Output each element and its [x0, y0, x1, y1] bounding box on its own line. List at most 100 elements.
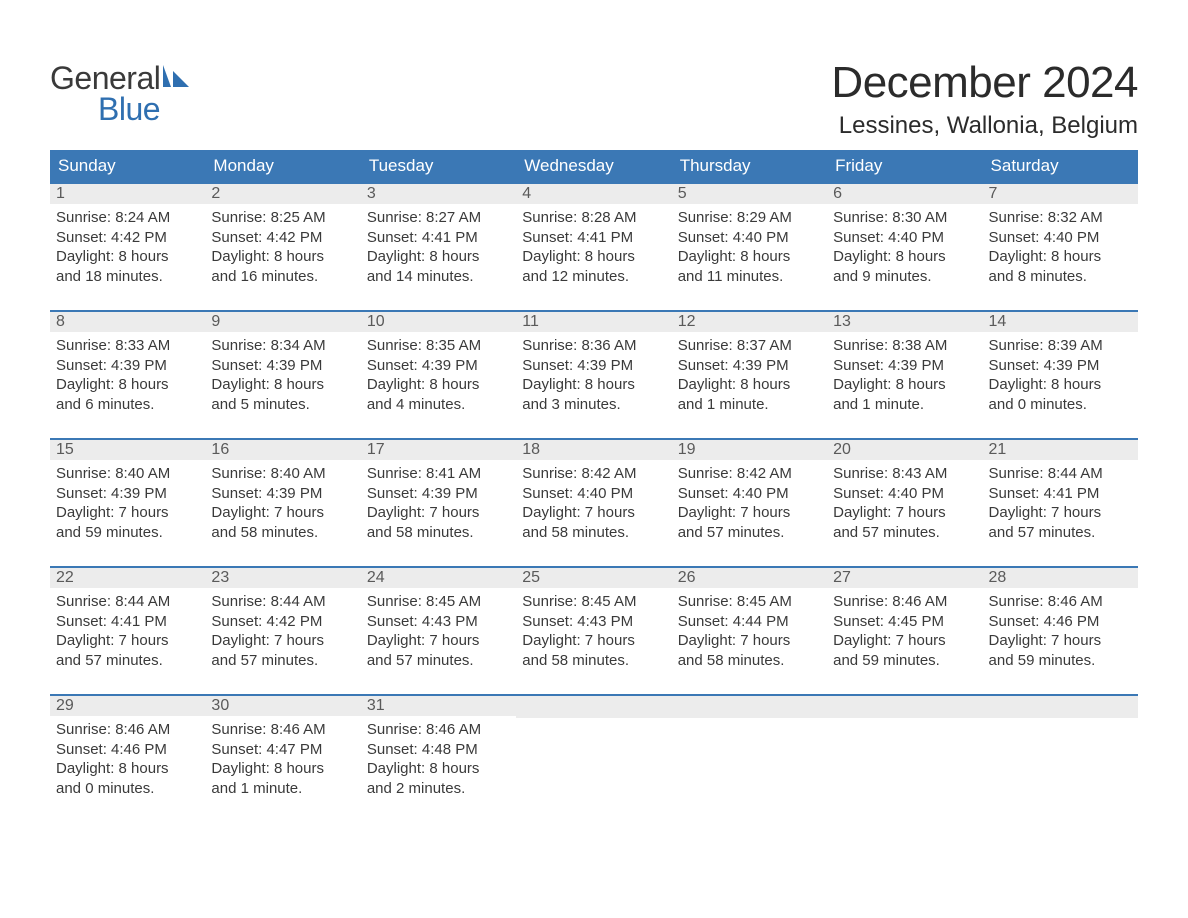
calendar-empty [516, 694, 671, 822]
day-day2: and 11 minutes. [678, 267, 821, 287]
calendar-body: 1Sunrise: 8:24 AMSunset: 4:42 PMDaylight… [50, 182, 1138, 822]
day-day2: and 59 minutes. [989, 651, 1132, 671]
day-number: 18 [516, 438, 671, 460]
weekday-header: Friday [827, 150, 982, 182]
day-day1: Daylight: 8 hours [56, 759, 199, 779]
day-day1: Daylight: 8 hours [989, 247, 1132, 267]
day-day2: and 6 minutes. [56, 395, 199, 415]
day-day2: and 59 minutes. [833, 651, 976, 671]
calendar-day: 23Sunrise: 8:44 AMSunset: 4:42 PMDayligh… [205, 566, 360, 694]
day-day2: and 9 minutes. [833, 267, 976, 287]
day-day1: Daylight: 8 hours [367, 375, 510, 395]
day-body: Sunrise: 8:36 AMSunset: 4:39 PMDaylight:… [516, 332, 671, 414]
day-sunset: Sunset: 4:48 PM [367, 740, 510, 760]
day-number: 15 [50, 438, 205, 460]
day-sunset: Sunset: 4:41 PM [989, 484, 1132, 504]
day-day1: Daylight: 7 hours [678, 503, 821, 523]
calendar-day: 5Sunrise: 8:29 AMSunset: 4:40 PMDaylight… [672, 182, 827, 310]
weekday-header: Monday [205, 150, 360, 182]
day-sunset: Sunset: 4:45 PM [833, 612, 976, 632]
day-sunrise: Sunrise: 8:34 AM [211, 336, 354, 356]
day-sunset: Sunset: 4:39 PM [367, 484, 510, 504]
day-number: 11 [516, 310, 671, 332]
calendar-week: 29Sunrise: 8:46 AMSunset: 4:46 PMDayligh… [50, 694, 1138, 822]
calendar-week: 15Sunrise: 8:40 AMSunset: 4:39 PMDayligh… [50, 438, 1138, 566]
day-day1: Daylight: 7 hours [678, 631, 821, 651]
calendar-day: 13Sunrise: 8:38 AMSunset: 4:39 PMDayligh… [827, 310, 982, 438]
calendar-day: 16Sunrise: 8:40 AMSunset: 4:39 PMDayligh… [205, 438, 360, 566]
empty-day-bar [983, 694, 1138, 718]
day-sunrise: Sunrise: 8:46 AM [833, 592, 976, 612]
day-sunrise: Sunrise: 8:46 AM [989, 592, 1132, 612]
day-body: Sunrise: 8:32 AMSunset: 4:40 PMDaylight:… [983, 204, 1138, 286]
day-number: 6 [827, 182, 982, 204]
day-number: 26 [672, 566, 827, 588]
day-day1: Daylight: 8 hours [678, 247, 821, 267]
day-day1: Daylight: 8 hours [211, 759, 354, 779]
day-body: Sunrise: 8:40 AMSunset: 4:39 PMDaylight:… [50, 460, 205, 542]
location: Lessines, Wallonia, Belgium [831, 112, 1138, 140]
day-body: Sunrise: 8:44 AMSunset: 4:42 PMDaylight:… [205, 588, 360, 670]
day-day1: Daylight: 7 hours [522, 631, 665, 651]
day-sunrise: Sunrise: 8:29 AM [678, 208, 821, 228]
day-sunrise: Sunrise: 8:25 AM [211, 208, 354, 228]
day-sunset: Sunset: 4:42 PM [211, 612, 354, 632]
calendar-week: 8Sunrise: 8:33 AMSunset: 4:39 PMDaylight… [50, 310, 1138, 438]
day-day2: and 58 minutes. [522, 523, 665, 543]
calendar-day: 22Sunrise: 8:44 AMSunset: 4:41 PMDayligh… [50, 566, 205, 694]
day-day2: and 1 minute. [678, 395, 821, 415]
day-day1: Daylight: 7 hours [211, 631, 354, 651]
day-day1: Daylight: 7 hours [367, 631, 510, 651]
empty-day-bar [672, 694, 827, 718]
day-number: 3 [361, 182, 516, 204]
empty-day-bar [827, 694, 982, 718]
calendar-day: 27Sunrise: 8:46 AMSunset: 4:45 PMDayligh… [827, 566, 982, 694]
day-sunrise: Sunrise: 8:39 AM [989, 336, 1132, 356]
day-sunrise: Sunrise: 8:45 AM [367, 592, 510, 612]
day-day1: Daylight: 8 hours [522, 375, 665, 395]
day-day1: Daylight: 8 hours [833, 375, 976, 395]
header-row: General Blue December 2024 Lessines, Wal… [50, 40, 1138, 150]
day-number: 5 [672, 182, 827, 204]
day-sunset: Sunset: 4:39 PM [211, 356, 354, 376]
day-body: Sunrise: 8:38 AMSunset: 4:39 PMDaylight:… [827, 332, 982, 414]
day-day2: and 1 minute. [833, 395, 976, 415]
day-day2: and 57 minutes. [367, 651, 510, 671]
calendar-table: SundayMondayTuesdayWednesdayThursdayFrid… [50, 150, 1138, 822]
day-day2: and 2 minutes. [367, 779, 510, 799]
day-body: Sunrise: 8:44 AMSunset: 4:41 PMDaylight:… [50, 588, 205, 670]
empty-day-bar [516, 694, 671, 718]
day-body: Sunrise: 8:45 AMSunset: 4:43 PMDaylight:… [516, 588, 671, 670]
day-day2: and 1 minute. [211, 779, 354, 799]
calendar-day: 11Sunrise: 8:36 AMSunset: 4:39 PMDayligh… [516, 310, 671, 438]
calendar-day: 7Sunrise: 8:32 AMSunset: 4:40 PMDaylight… [983, 182, 1138, 310]
day-sunset: Sunset: 4:40 PM [833, 484, 976, 504]
calendar-day: 6Sunrise: 8:30 AMSunset: 4:40 PMDaylight… [827, 182, 982, 310]
day-day2: and 57 minutes. [678, 523, 821, 543]
calendar-day: 17Sunrise: 8:41 AMSunset: 4:39 PMDayligh… [361, 438, 516, 566]
day-sunset: Sunset: 4:40 PM [678, 484, 821, 504]
day-sunset: Sunset: 4:41 PM [522, 228, 665, 248]
day-sunset: Sunset: 4:39 PM [367, 356, 510, 376]
day-sunrise: Sunrise: 8:36 AM [522, 336, 665, 356]
day-day1: Daylight: 8 hours [522, 247, 665, 267]
calendar-day: 21Sunrise: 8:44 AMSunset: 4:41 PMDayligh… [983, 438, 1138, 566]
day-number: 4 [516, 182, 671, 204]
day-day1: Daylight: 8 hours [833, 247, 976, 267]
day-body: Sunrise: 8:25 AMSunset: 4:42 PMDaylight:… [205, 204, 360, 286]
calendar-day: 1Sunrise: 8:24 AMSunset: 4:42 PMDaylight… [50, 182, 205, 310]
day-number: 14 [983, 310, 1138, 332]
day-body: Sunrise: 8:43 AMSunset: 4:40 PMDaylight:… [827, 460, 982, 542]
day-number: 20 [827, 438, 982, 460]
day-number: 22 [50, 566, 205, 588]
day-body: Sunrise: 8:46 AMSunset: 4:47 PMDaylight:… [205, 716, 360, 798]
day-sunset: Sunset: 4:43 PM [367, 612, 510, 632]
day-number: 12 [672, 310, 827, 332]
day-body: Sunrise: 8:33 AMSunset: 4:39 PMDaylight:… [50, 332, 205, 414]
day-body: Sunrise: 8:37 AMSunset: 4:39 PMDaylight:… [672, 332, 827, 414]
calendar-week: 22Sunrise: 8:44 AMSunset: 4:41 PMDayligh… [50, 566, 1138, 694]
day-sunrise: Sunrise: 8:41 AM [367, 464, 510, 484]
calendar-day: 8Sunrise: 8:33 AMSunset: 4:39 PMDaylight… [50, 310, 205, 438]
day-number: 24 [361, 566, 516, 588]
month-title: December 2024 [831, 58, 1138, 108]
